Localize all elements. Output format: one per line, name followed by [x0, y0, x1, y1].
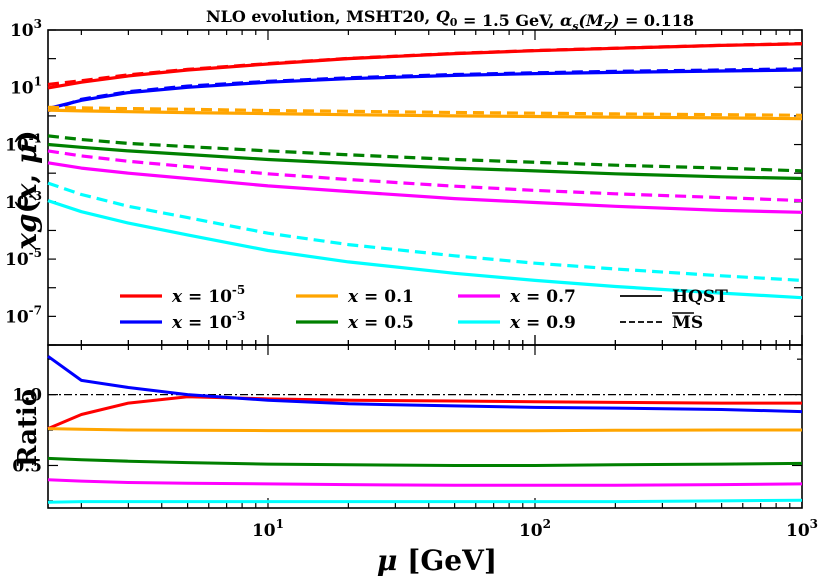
legend-label: x = 10-3	[171, 309, 245, 333]
series-line	[47, 108, 803, 121]
legend-label: MS	[672, 313, 703, 333]
y-tick-label: 101	[10, 74, 42, 98]
y-tick-label: 103	[10, 17, 42, 41]
series-line	[47, 395, 802, 430]
y-axis-label-bottom: Ratio	[13, 389, 43, 467]
series-line	[47, 456, 803, 467]
legend-label: x = 10-5	[171, 283, 245, 307]
legend-label: x = 0.1	[347, 287, 414, 307]
series-line	[47, 355, 803, 414]
legend-label: x = 0.7	[509, 287, 576, 307]
series-line	[47, 498, 803, 504]
chart-title: NLO evolution, MSHT20, Q0 = 1.5 GeV, αs(…	[206, 7, 694, 33]
legend-label: HQST	[672, 287, 728, 307]
x-tick-label: 103	[786, 517, 818, 541]
series-line	[47, 149, 803, 203]
y-tick-label: 0.5	[12, 456, 42, 476]
legend-label: x = 0.9	[509, 313, 576, 333]
y-tick-label: 10-7	[5, 303, 42, 327]
bottom-panel-frame	[47, 344, 803, 509]
legend-label: x = 0.5	[347, 313, 414, 333]
series-line	[47, 161, 803, 214]
series-line	[47, 134, 803, 173]
x-tick-label: 102	[519, 517, 551, 541]
y-tick-label: 10-1	[5, 132, 42, 156]
legend: x = 10-5 x = 0.1 x = 0.7 HQST x = 10-3 x = 0.…	[120, 283, 728, 333]
y-axis-label-top: xg(x, μ)	[10, 130, 43, 250]
y-tick-label: 10-3	[5, 189, 42, 213]
series-line	[47, 199, 803, 300]
y-tick-label: 10-5	[5, 246, 42, 270]
series-line	[47, 142, 803, 181]
series-line	[47, 42, 803, 90]
x-tick-label: 101	[252, 517, 284, 541]
series-line	[47, 427, 802, 433]
series-line	[47, 181, 803, 282]
series-line	[47, 105, 803, 117]
series-line	[47, 478, 803, 487]
x-axis-label: μ [GeV]	[377, 544, 497, 577]
top-panel: 103 101 10-1 10-3 10-5 10-7	[5, 17, 803, 346]
series-line	[47, 67, 803, 113]
y-tick-label: 1.0	[12, 386, 42, 406]
series-line	[47, 42, 803, 87]
bottom-panel: 1.0 0.5	[12, 335, 803, 509]
